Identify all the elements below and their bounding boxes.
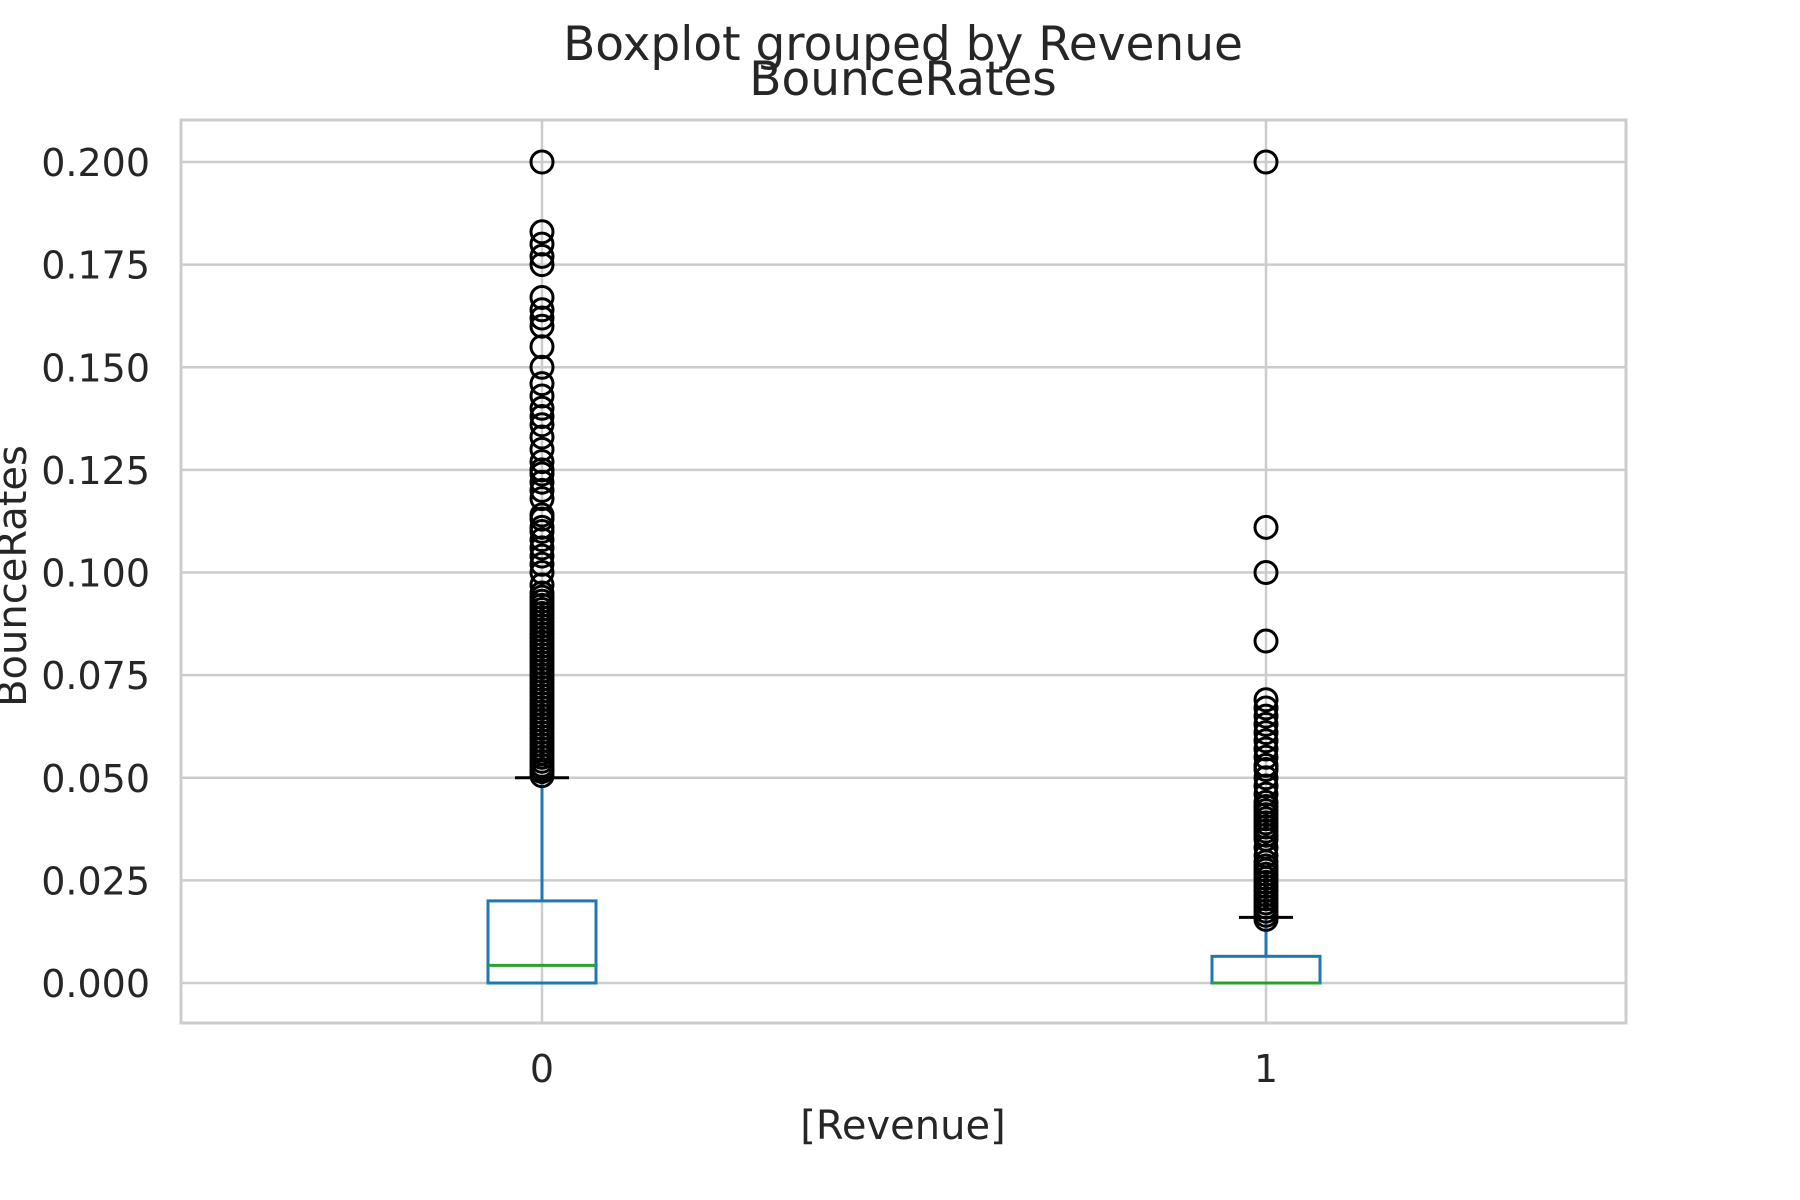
flier-point bbox=[1253, 728, 1279, 754]
flier-point bbox=[529, 551, 555, 577]
box-series bbox=[486, 776, 1322, 985]
flier-point bbox=[529, 514, 555, 540]
x-tick-label: 1 bbox=[1254, 1047, 1278, 1091]
flier-point bbox=[529, 313, 555, 339]
flier-point bbox=[1253, 149, 1279, 175]
flier-point bbox=[529, 436, 555, 462]
x-tick-label: 0 bbox=[530, 1047, 554, 1091]
y-tick-label: 0.200 bbox=[41, 141, 150, 185]
flier-point bbox=[1253, 744, 1279, 770]
flier-point bbox=[1253, 687, 1279, 713]
y-tick-label: 0.175 bbox=[41, 244, 150, 288]
y-tick-label: 0.050 bbox=[41, 757, 150, 801]
flier-point bbox=[1253, 781, 1279, 807]
y-tick-label: 0.100 bbox=[41, 552, 150, 596]
y-tick-label: 0.000 bbox=[41, 962, 150, 1006]
y-tick-label: 0.075 bbox=[41, 654, 150, 698]
flier-point bbox=[529, 543, 555, 569]
flier-points bbox=[529, 149, 1279, 932]
flier-point bbox=[529, 149, 555, 175]
flier-point bbox=[529, 284, 555, 310]
grid-lines bbox=[181, 120, 1626, 1023]
flier-point bbox=[529, 219, 555, 245]
flier-point bbox=[529, 243, 555, 269]
chart-suptitle: Boxplot grouped by Revenue bbox=[563, 17, 1243, 72]
x-axis-label: [Revenue] bbox=[800, 1103, 1005, 1149]
y-tick-labels: 0.000 0.025 0.050 0.075 0.100 0.125 0.150 0.175… bbox=[41, 141, 150, 1006]
y-axis-label: BounceRates bbox=[0, 445, 36, 707]
plot-frame bbox=[179, 118, 1628, 1025]
flier-point bbox=[529, 560, 555, 585]
flier-point bbox=[529, 502, 555, 528]
flier-point bbox=[529, 486, 555, 512]
flier-point bbox=[1253, 560, 1279, 585]
flier-point bbox=[1253, 720, 1279, 746]
y-tick-label: 0.025 bbox=[41, 859, 150, 903]
flier-point bbox=[1253, 736, 1279, 762]
flier-point bbox=[529, 412, 555, 438]
chart-title: BounceRates bbox=[749, 52, 1057, 107]
flier-point bbox=[529, 449, 555, 475]
flier-point bbox=[1253, 789, 1279, 815]
flier-point bbox=[529, 371, 555, 397]
flier-point bbox=[1253, 752, 1279, 778]
flier-point bbox=[1253, 628, 1279, 654]
y-tick-label: 0.150 bbox=[41, 346, 150, 390]
iqr-box bbox=[486, 899, 598, 985]
flier-point bbox=[1253, 695, 1279, 721]
flier-point bbox=[529, 231, 555, 257]
y-tick-label: 0.125 bbox=[41, 449, 150, 493]
flier-point bbox=[529, 395, 555, 421]
flier-point bbox=[529, 297, 555, 323]
flier-point bbox=[1253, 703, 1279, 729]
box-1 bbox=[1210, 915, 1322, 985]
flier-point bbox=[529, 383, 555, 409]
flier-point bbox=[1253, 514, 1279, 540]
flier-point bbox=[1253, 711, 1279, 737]
